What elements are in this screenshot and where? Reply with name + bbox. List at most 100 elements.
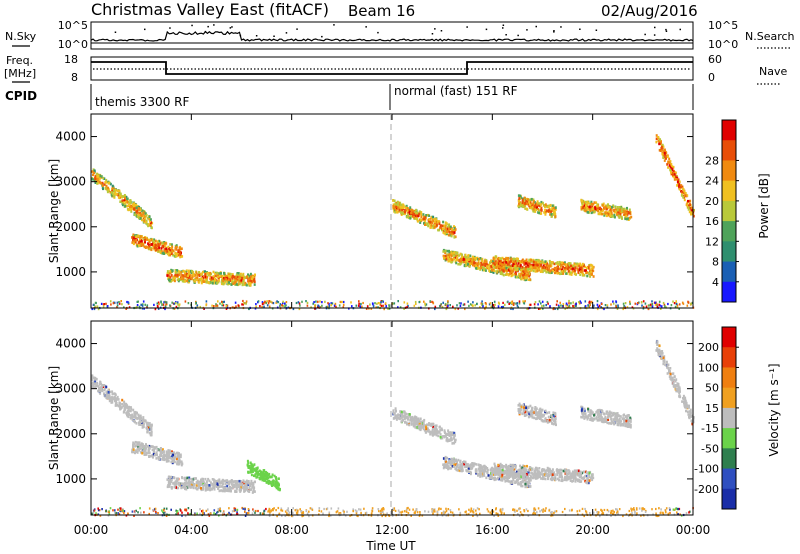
data-cell [212, 277, 214, 280]
data-cell [150, 430, 153, 434]
data-cell [441, 224, 444, 228]
data-cell [492, 510, 495, 513]
data-cell [182, 269, 185, 273]
data-cell [578, 302, 581, 305]
data-cell [397, 306, 399, 309]
data-cell [129, 406, 132, 409]
data-cell [250, 481, 253, 485]
data-cell [136, 447, 139, 451]
data-cell [651, 305, 654, 308]
data-cell [235, 483, 238, 487]
data-cell [105, 396, 108, 400]
data-cell [442, 220, 445, 224]
data-cell [190, 277, 193, 280]
data-cell [678, 307, 680, 310]
data-cell [541, 509, 543, 512]
data-cell [524, 277, 527, 280]
data-cell [214, 281, 217, 285]
data-cell [177, 252, 180, 255]
data-cell [170, 274, 173, 277]
noise-point [114, 31, 117, 33]
data-cell [251, 512, 254, 515]
data-cell [135, 444, 138, 447]
data-cell [663, 153, 666, 157]
data-cell [253, 463, 256, 466]
data-cell [498, 265, 501, 268]
data-cell [153, 246, 156, 249]
data-cell [173, 460, 176, 464]
data-cell [406, 215, 409, 219]
data-cell [621, 209, 624, 213]
data-cell [566, 303, 568, 306]
data-cell [99, 386, 102, 390]
data-cell [163, 242, 166, 245]
data-cell [519, 202, 522, 206]
data-cell [542, 304, 545, 307]
data-cell [143, 217, 146, 221]
data-cell [562, 303, 565, 306]
data-cell [546, 300, 549, 304]
data-cell [583, 206, 586, 210]
data-cell [553, 511, 555, 514]
data-cell [564, 270, 566, 273]
data-cell [130, 416, 133, 419]
data-cell [407, 212, 410, 215]
data-cell [545, 270, 548, 274]
data-cell [648, 304, 650, 307]
data-cell [505, 257, 508, 260]
data-cell [447, 259, 450, 263]
data-cell [255, 476, 258, 479]
data-cell [392, 302, 394, 305]
data-cell [497, 256, 500, 260]
data-cell [139, 417, 142, 420]
data-cell [142, 303, 144, 306]
noise-point [365, 26, 367, 28]
data-cell [268, 481, 271, 485]
data-cell [430, 224, 433, 227]
data-cell [561, 510, 564, 514]
data-cell [447, 224, 450, 227]
data-cell [546, 270, 549, 274]
data-cell [323, 507, 325, 511]
data-cell [460, 260, 462, 263]
data-cell [260, 473, 262, 476]
data-cell [450, 232, 453, 235]
data-cell [519, 260, 522, 264]
data-cell [209, 279, 212, 282]
noise-point [502, 27, 504, 29]
data-cell [371, 507, 374, 510]
data-cell [135, 422, 138, 425]
data-cell [165, 302, 167, 305]
data-cell [609, 206, 612, 209]
data-cell [600, 207, 602, 211]
data-cell [154, 446, 157, 450]
data-cell [448, 253, 451, 256]
data-cell [264, 300, 266, 303]
data-cell [634, 510, 636, 513]
data-cell [606, 508, 609, 512]
data-cell [590, 270, 593, 274]
data-cell [674, 171, 677, 175]
data-cell [548, 509, 550, 512]
data-cell [126, 201, 129, 204]
data-cell [146, 430, 149, 434]
data-cell [664, 509, 667, 512]
data-cell [587, 211, 589, 214]
data-cell [191, 269, 194, 273]
data-cell [377, 508, 380, 511]
data-cell [169, 270, 172, 273]
data-cell [425, 303, 428, 306]
data-cell [624, 217, 627, 221]
data-cell [261, 471, 264, 474]
data-cell [518, 197, 521, 200]
data-cell [170, 508, 172, 511]
data-cell [133, 420, 136, 423]
data-cell [256, 467, 259, 471]
data-cell [221, 279, 223, 282]
data-cell [640, 514, 642, 517]
data-cell [98, 175, 101, 179]
data-cell [182, 482, 185, 486]
data-cell [590, 263, 592, 267]
data-cell [514, 261, 517, 265]
data-cell [512, 258, 515, 262]
